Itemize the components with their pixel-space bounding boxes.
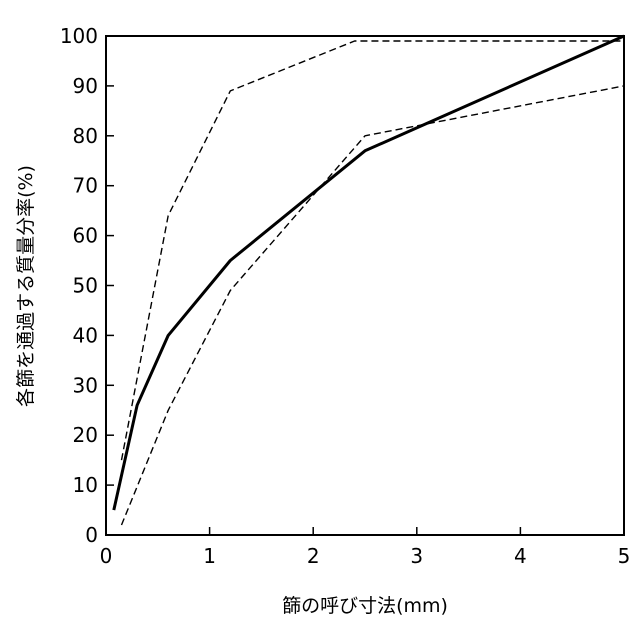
grading-curve-solid: [114, 36, 624, 510]
y-tick-label: 70: [73, 174, 98, 198]
y-tick-label: 60: [73, 224, 98, 248]
x-axis-ticks: 0 1 2 3 4 5: [100, 527, 631, 568]
x-tick-label: 1: [203, 544, 216, 568]
x-tick-label: 3: [410, 544, 423, 568]
y-axis-title: 各篩を通過する質量分率(%): [15, 165, 37, 407]
x-tick-label: 5: [618, 544, 631, 568]
upper-limit-dashed: [122, 41, 625, 460]
y-tick-label: 40: [73, 323, 98, 347]
x-axis-title: 篩の呼び寸法(mm): [282, 595, 448, 617]
y-tick-label: 10: [73, 473, 98, 497]
series-layer: [114, 36, 624, 525]
x-tick-label: 4: [514, 544, 527, 568]
y-tick-label: 30: [73, 373, 98, 397]
x-tick-label: 2: [307, 544, 320, 568]
x-tick-label: 0: [100, 544, 113, 568]
plot-frame: [106, 36, 624, 535]
lower-limit-dashed: [122, 86, 625, 525]
y-tick-label: 80: [73, 124, 98, 148]
y-tick-label: 100: [60, 24, 98, 48]
y-tick-label: 90: [73, 74, 98, 98]
y-tick-label: 0: [85, 523, 98, 547]
y-tick-label: 20: [73, 423, 98, 447]
y-tick-label: 50: [73, 274, 98, 298]
